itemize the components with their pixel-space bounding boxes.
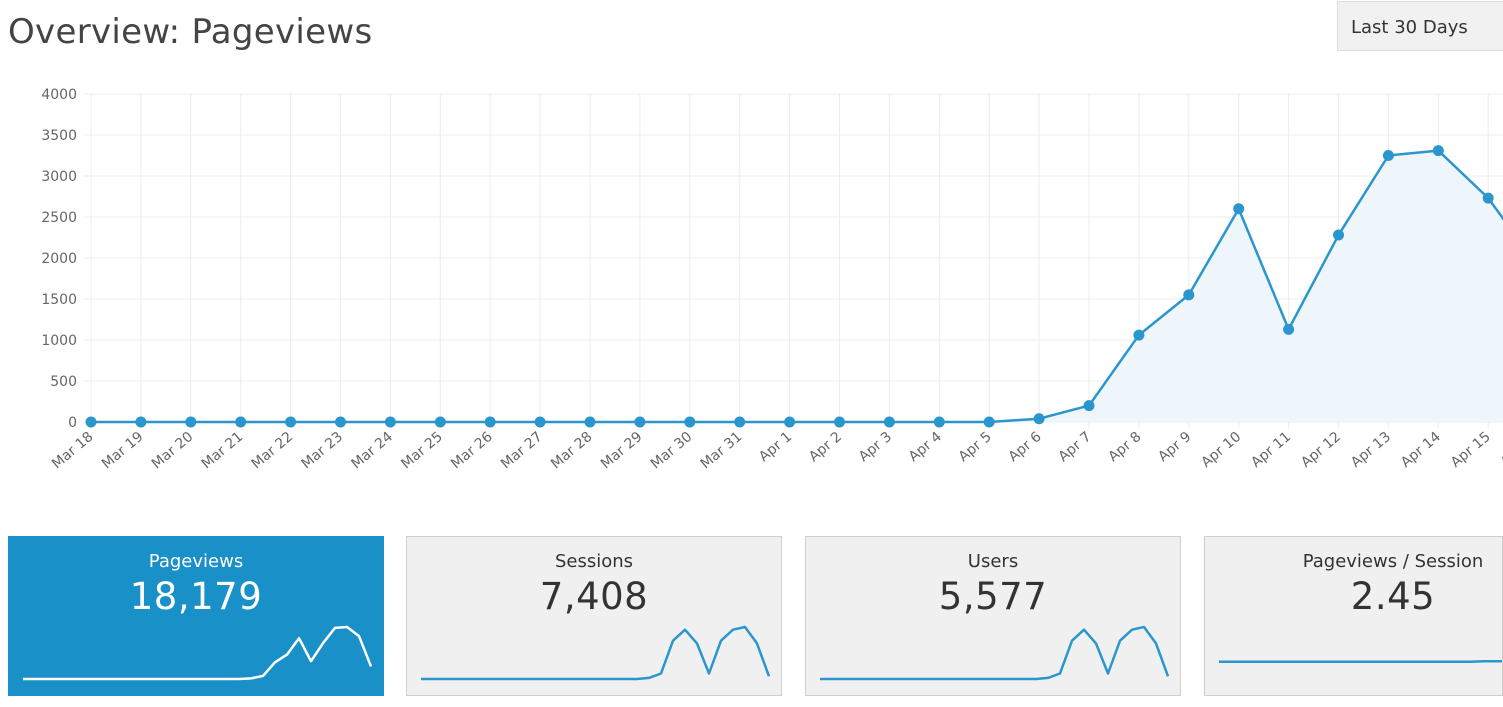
sparkline-path [23, 625, 373, 681]
x-tick-label: Apr 12 [1298, 429, 1344, 471]
data-point [1033, 413, 1045, 425]
data-point [734, 416, 746, 428]
x-tick-label: Mar 26 [448, 429, 496, 473]
x-tick-label: Mar 23 [298, 429, 346, 473]
data-point [235, 416, 247, 428]
data-point [1233, 203, 1245, 215]
y-tick-label: 3000 [41, 169, 77, 185]
date-range-select[interactable]: Last 30 Days [1337, 1, 1503, 51]
metric-label: Users [967, 551, 1019, 572]
metric-label: Sessions [554, 551, 634, 572]
x-tick-label: Apr 15 [1448, 429, 1494, 471]
series-line [91, 149, 1503, 424]
data-point [434, 416, 446, 428]
x-tick-label: Apr 13 [1348, 429, 1394, 471]
x-tick-label: Apr 5 [956, 429, 995, 465]
y-tick-label: 1000 [41, 333, 77, 349]
x-tick-label: Mar 22 [249, 429, 297, 473]
data-point [834, 416, 845, 428]
data-point [983, 416, 995, 428]
x-tick-label: Mar 29 [598, 429, 646, 473]
data-point [933, 416, 945, 428]
data-point [1183, 289, 1195, 301]
series-area [91, 150, 1503, 422]
x-tick-label: Mar 30 [648, 429, 696, 473]
x-tick-label: Apr 1 [756, 429, 795, 465]
y-tick-label: 500 [50, 374, 77, 390]
data-point [1283, 323, 1295, 335]
data-point [185, 416, 197, 428]
data-point [1083, 400, 1095, 412]
metric-cards: Pageviews 18,179 Sessions 7,408 Users 5,… [0, 535, 1503, 707]
x-tick-label: Mar 25 [398, 429, 446, 473]
x-tick-label: Mar 27 [498, 429, 546, 473]
x-tick-label: Mar 21 [199, 429, 247, 473]
pageviews-per-session-sparkline [1219, 659, 1502, 663]
x-tick-label: Mar 31 [698, 429, 746, 473]
metric-value: 7,408 [539, 575, 649, 618]
data-point [883, 416, 895, 428]
data-point [85, 416, 97, 428]
x-tick-label: Apr 14 [1398, 429, 1444, 471]
data-point [1133, 329, 1145, 341]
users-sparkline [820, 625, 1170, 681]
data-point [684, 416, 696, 428]
metric-label: Pageviews [148, 551, 244, 572]
metric-card-pageviews-per-session[interactable]: Pageviews / Session 2.45 [1204, 536, 1503, 696]
metric-value: 18,179 [129, 575, 263, 618]
x-tick-label: Apr 4 [906, 429, 945, 465]
data-point [534, 416, 546, 428]
sparkline-path [820, 625, 1170, 681]
x-tick-label: Apr 10 [1198, 429, 1244, 471]
data-point [1382, 150, 1394, 161]
metric-label: Pageviews / Session [1302, 551, 1484, 572]
y-tick-label: 2000 [41, 251, 77, 267]
y-tick-label: 2500 [41, 210, 77, 226]
y-tick-label: 3500 [41, 128, 77, 144]
y-tick-label: 1500 [41, 292, 77, 308]
metric-value: 2.45 [1350, 575, 1436, 618]
x-tick-label: Mar 20 [149, 429, 197, 473]
x-tick-label: Mar 19 [99, 429, 147, 473]
pageviews-sparkline [23, 625, 373, 681]
data-point [335, 416, 346, 428]
x-tick-label: Apr 9 [1155, 429, 1194, 465]
data-point [1333, 229, 1344, 241]
x-tick-label: Apr 6 [1006, 429, 1045, 465]
sessions-sparkline [421, 625, 771, 681]
data-point [584, 416, 596, 428]
x-tick-label: Apr 16 [1498, 429, 1503, 471]
x-tick-label: Apr 7 [1056, 429, 1095, 465]
data-point [384, 416, 396, 428]
metric-value: 5,577 [938, 575, 1048, 618]
metric-card-pageviews[interactable]: Pageviews 18,179 [8, 536, 384, 696]
data-point [135, 416, 147, 428]
y-tick-label: 4000 [41, 87, 77, 103]
pageviews-chart: 0 500 1000 1500 2000 2500 3000 3500 4000 Mar 18 Ma… [0, 80, 1503, 500]
sparkline-path [1219, 659, 1502, 663]
x-tick-label: Apr 2 [806, 429, 845, 465]
x-tick-label: Mar 28 [548, 429, 596, 473]
x-tick-label: Apr 3 [856, 429, 895, 465]
data-point [285, 416, 297, 428]
y-tick-label: 0 [68, 415, 77, 431]
data-point [1482, 192, 1494, 204]
x-tick-label: Apr 8 [1105, 429, 1144, 465]
x-tick-label: Mar 24 [348, 429, 396, 473]
data-point [784, 416, 796, 428]
metric-card-users[interactable]: Users 5,577 [805, 536, 1181, 696]
page-title: Overview: Pageviews [8, 12, 373, 52]
data-point [1432, 145, 1444, 157]
sparkline-path [421, 625, 771, 681]
x-tick-label: Apr 11 [1248, 429, 1294, 471]
data-point [484, 416, 496, 428]
x-tick-label: Mar 18 [49, 429, 97, 473]
metric-card-sessions[interactable]: Sessions 7,408 [406, 536, 782, 696]
data-point [634, 416, 646, 428]
